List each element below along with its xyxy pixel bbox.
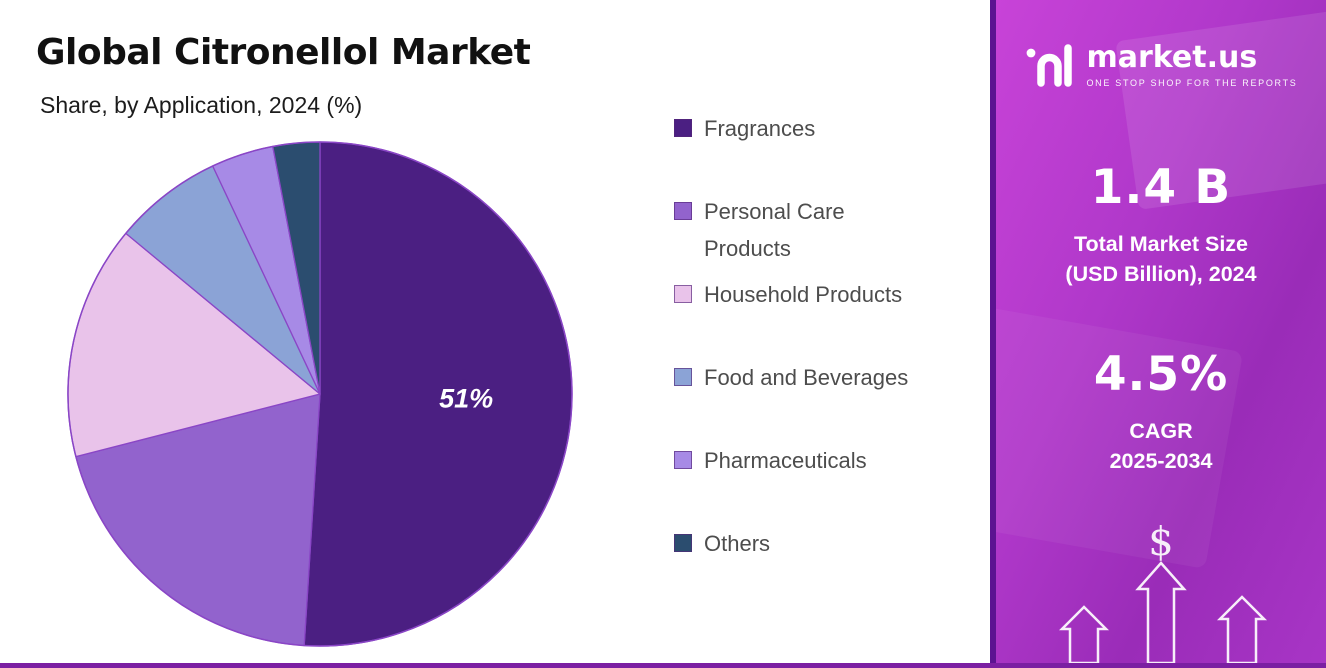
- legend-swatch: [674, 119, 692, 137]
- brand-name: market.us: [1086, 40, 1258, 75]
- pie-slice-callout: 51%: [439, 384, 493, 414]
- dollar-growth-arrows-icon: $: [1046, 519, 1276, 663]
- legend-item-personal-care-products: Personal Care Products: [674, 193, 964, 276]
- pie-chart: 51%: [56, 130, 584, 658]
- market-size-label: Total Market Size (USD Billion), 2024: [1020, 229, 1302, 289]
- legend-label: Fragrances: [704, 116, 816, 141]
- legend-swatch: [674, 285, 692, 303]
- market-size-value: 1.4 B: [1090, 159, 1232, 215]
- pie-chart-svg: 51%: [67, 141, 573, 647]
- cagr-label-line2: 2025-2034: [1109, 448, 1213, 473]
- legend-item-others: Others: [674, 525, 964, 608]
- brand-tagline: ONE STOP SHOP FOR THE REPORTS: [1086, 77, 1298, 88]
- legend-label: Others: [704, 531, 771, 556]
- legend-swatch: [674, 451, 692, 469]
- brand-sidebar: market.us ONE STOP SHOP FOR THE REPORTS …: [990, 0, 1326, 663]
- legend-swatch: [674, 534, 692, 552]
- cagr-value: 4.5%: [1093, 346, 1229, 402]
- legend-swatch: [674, 202, 692, 220]
- legend-item-food-and-beverages: Food and Beverages: [674, 359, 964, 442]
- pie-outline: [67, 141, 573, 647]
- legend-label: Personal Care Products: [704, 199, 845, 261]
- cagr-stat: 4.5% CAGR 2025-2034: [1020, 347, 1302, 476]
- market-size-label-line2: (USD Billion), 2024: [1065, 261, 1257, 286]
- legend-item-pharmaceuticals: Pharmaceuticals: [674, 442, 964, 525]
- page-title: Global Citronellol Market: [36, 32, 531, 73]
- svg-text:$: $: [1148, 525, 1173, 565]
- legend-swatch: [674, 368, 692, 386]
- brand: market.us ONE STOP SHOP FOR THE REPORTS: [1020, 42, 1302, 88]
- legend-label: Household Products: [704, 282, 903, 307]
- chart-subtitle: Share, by Application, 2024 (%): [40, 92, 363, 118]
- market-size-stat: 1.4 B Total Market Size (USD Billion), 2…: [1020, 160, 1302, 289]
- chart-legend: Fragrances Personal Care Products Househol…: [674, 110, 964, 608]
- legend-item-household-products: Household Products: [674, 276, 964, 359]
- cagr-label-line1: CAGR: [1129, 418, 1193, 443]
- legend-item-fragrances: Fragrances: [674, 110, 964, 193]
- marketus-logo-icon: [1024, 43, 1074, 87]
- legend-label: Pharmaceuticals: [704, 448, 867, 473]
- chart-panel: Global Citronellol Market Share, by Appl…: [36, 32, 964, 658]
- market-size-label-line1: Total Market Size: [1073, 231, 1249, 256]
- cagr-label: CAGR 2025-2034: [1020, 416, 1302, 476]
- legend-label: Food and Beverages: [704, 365, 909, 390]
